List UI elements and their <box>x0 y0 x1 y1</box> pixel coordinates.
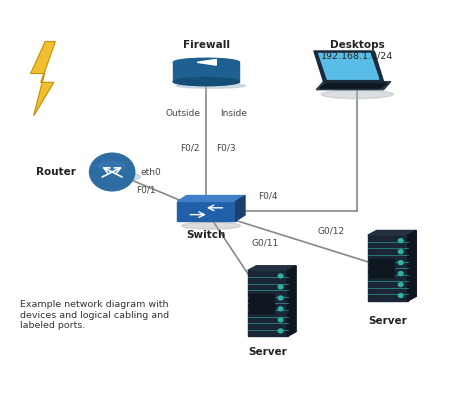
Circle shape <box>278 307 283 311</box>
Ellipse shape <box>91 172 140 181</box>
Circle shape <box>90 153 135 191</box>
Text: Switch: Switch <box>187 230 226 240</box>
Polygon shape <box>248 266 296 271</box>
Circle shape <box>278 329 283 333</box>
Text: Server: Server <box>368 316 407 326</box>
Text: Server: Server <box>248 348 287 357</box>
Ellipse shape <box>173 77 239 86</box>
Text: Outside: Outside <box>165 109 201 118</box>
Text: Firewall: Firewall <box>183 40 230 49</box>
Ellipse shape <box>182 222 240 229</box>
Polygon shape <box>236 196 245 221</box>
Polygon shape <box>177 201 236 221</box>
Text: Router: Router <box>36 167 75 177</box>
Ellipse shape <box>173 58 239 66</box>
Ellipse shape <box>99 162 126 171</box>
Circle shape <box>398 239 403 243</box>
Text: eth0: eth0 <box>140 168 161 177</box>
Bar <box>173 62 239 82</box>
Polygon shape <box>316 82 391 90</box>
Polygon shape <box>249 294 273 312</box>
Polygon shape <box>319 83 387 88</box>
Polygon shape <box>408 230 416 301</box>
Circle shape <box>398 272 403 276</box>
Text: G0/11: G0/11 <box>251 238 278 247</box>
Circle shape <box>278 296 283 300</box>
Circle shape <box>278 274 283 278</box>
Polygon shape <box>288 266 296 337</box>
Text: F0/2: F0/2 <box>181 144 200 153</box>
Circle shape <box>278 285 283 289</box>
Polygon shape <box>197 60 216 65</box>
Text: 192.168.1.0/24: 192.168.1.0/24 <box>321 51 393 60</box>
Text: F0/3: F0/3 <box>216 144 236 153</box>
Polygon shape <box>31 41 55 115</box>
Polygon shape <box>368 235 408 301</box>
Polygon shape <box>369 259 394 277</box>
Polygon shape <box>248 271 288 337</box>
Polygon shape <box>314 51 383 82</box>
Text: Example network diagram with
devices and logical cabling and
labeled ports.: Example network diagram with devices and… <box>20 300 169 330</box>
Text: Desktops: Desktops <box>330 40 384 50</box>
Circle shape <box>398 282 403 286</box>
Polygon shape <box>368 230 416 235</box>
Circle shape <box>278 318 283 322</box>
Circle shape <box>398 250 403 254</box>
Polygon shape <box>319 53 379 79</box>
Text: F0/1: F0/1 <box>136 186 155 195</box>
Text: G0/12: G0/12 <box>317 226 344 235</box>
Ellipse shape <box>176 83 246 88</box>
Ellipse shape <box>321 90 393 99</box>
Polygon shape <box>177 196 245 201</box>
Text: Inside: Inside <box>220 109 247 118</box>
Circle shape <box>398 261 403 265</box>
Text: F0/4: F0/4 <box>258 191 278 200</box>
Circle shape <box>398 293 403 297</box>
